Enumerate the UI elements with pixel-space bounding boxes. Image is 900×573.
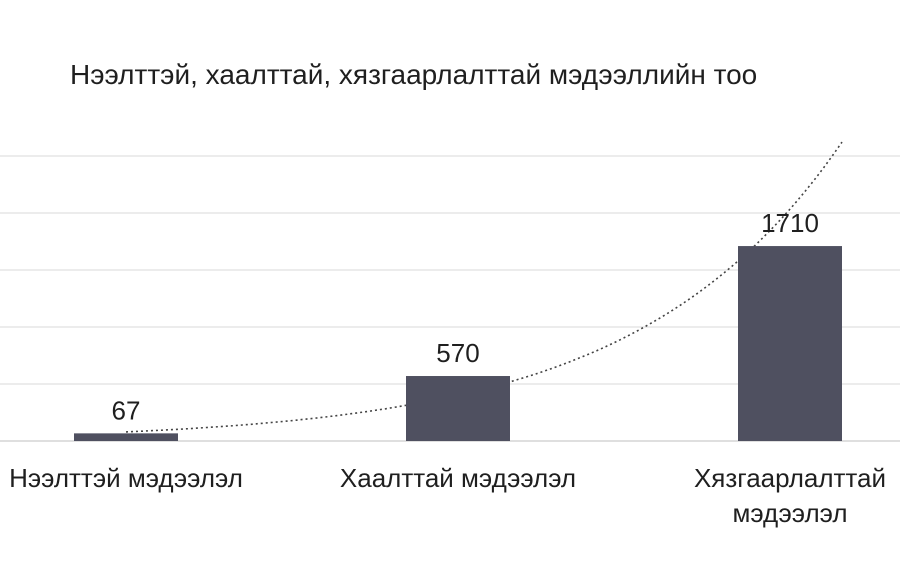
x-tick-label: Хязгаарлалттай — [694, 463, 886, 493]
x-tick-label: мэдээлэл — [732, 498, 847, 528]
bars — [74, 246, 842, 441]
data-label: 67 — [112, 395, 141, 425]
x-tick-label: Нээлттэй мэдээлэл — [9, 463, 243, 493]
chart-title: Нээлттэй, хаалттай, хязгаарлалттай мэдээ… — [70, 59, 757, 90]
data-label: 570 — [436, 338, 479, 368]
bar — [74, 433, 178, 441]
x-tick-label: Хаалттай мэдээлэл — [340, 463, 576, 493]
bar — [406, 376, 510, 441]
data-label: 1710 — [761, 208, 819, 238]
data-labels: 67 570 1710 — [112, 208, 819, 425]
bar — [738, 246, 842, 441]
x-tick-labels: Нээлттэй мэдээлэл Хаалттай мэдээлэл Хязгаа… — [9, 463, 886, 528]
